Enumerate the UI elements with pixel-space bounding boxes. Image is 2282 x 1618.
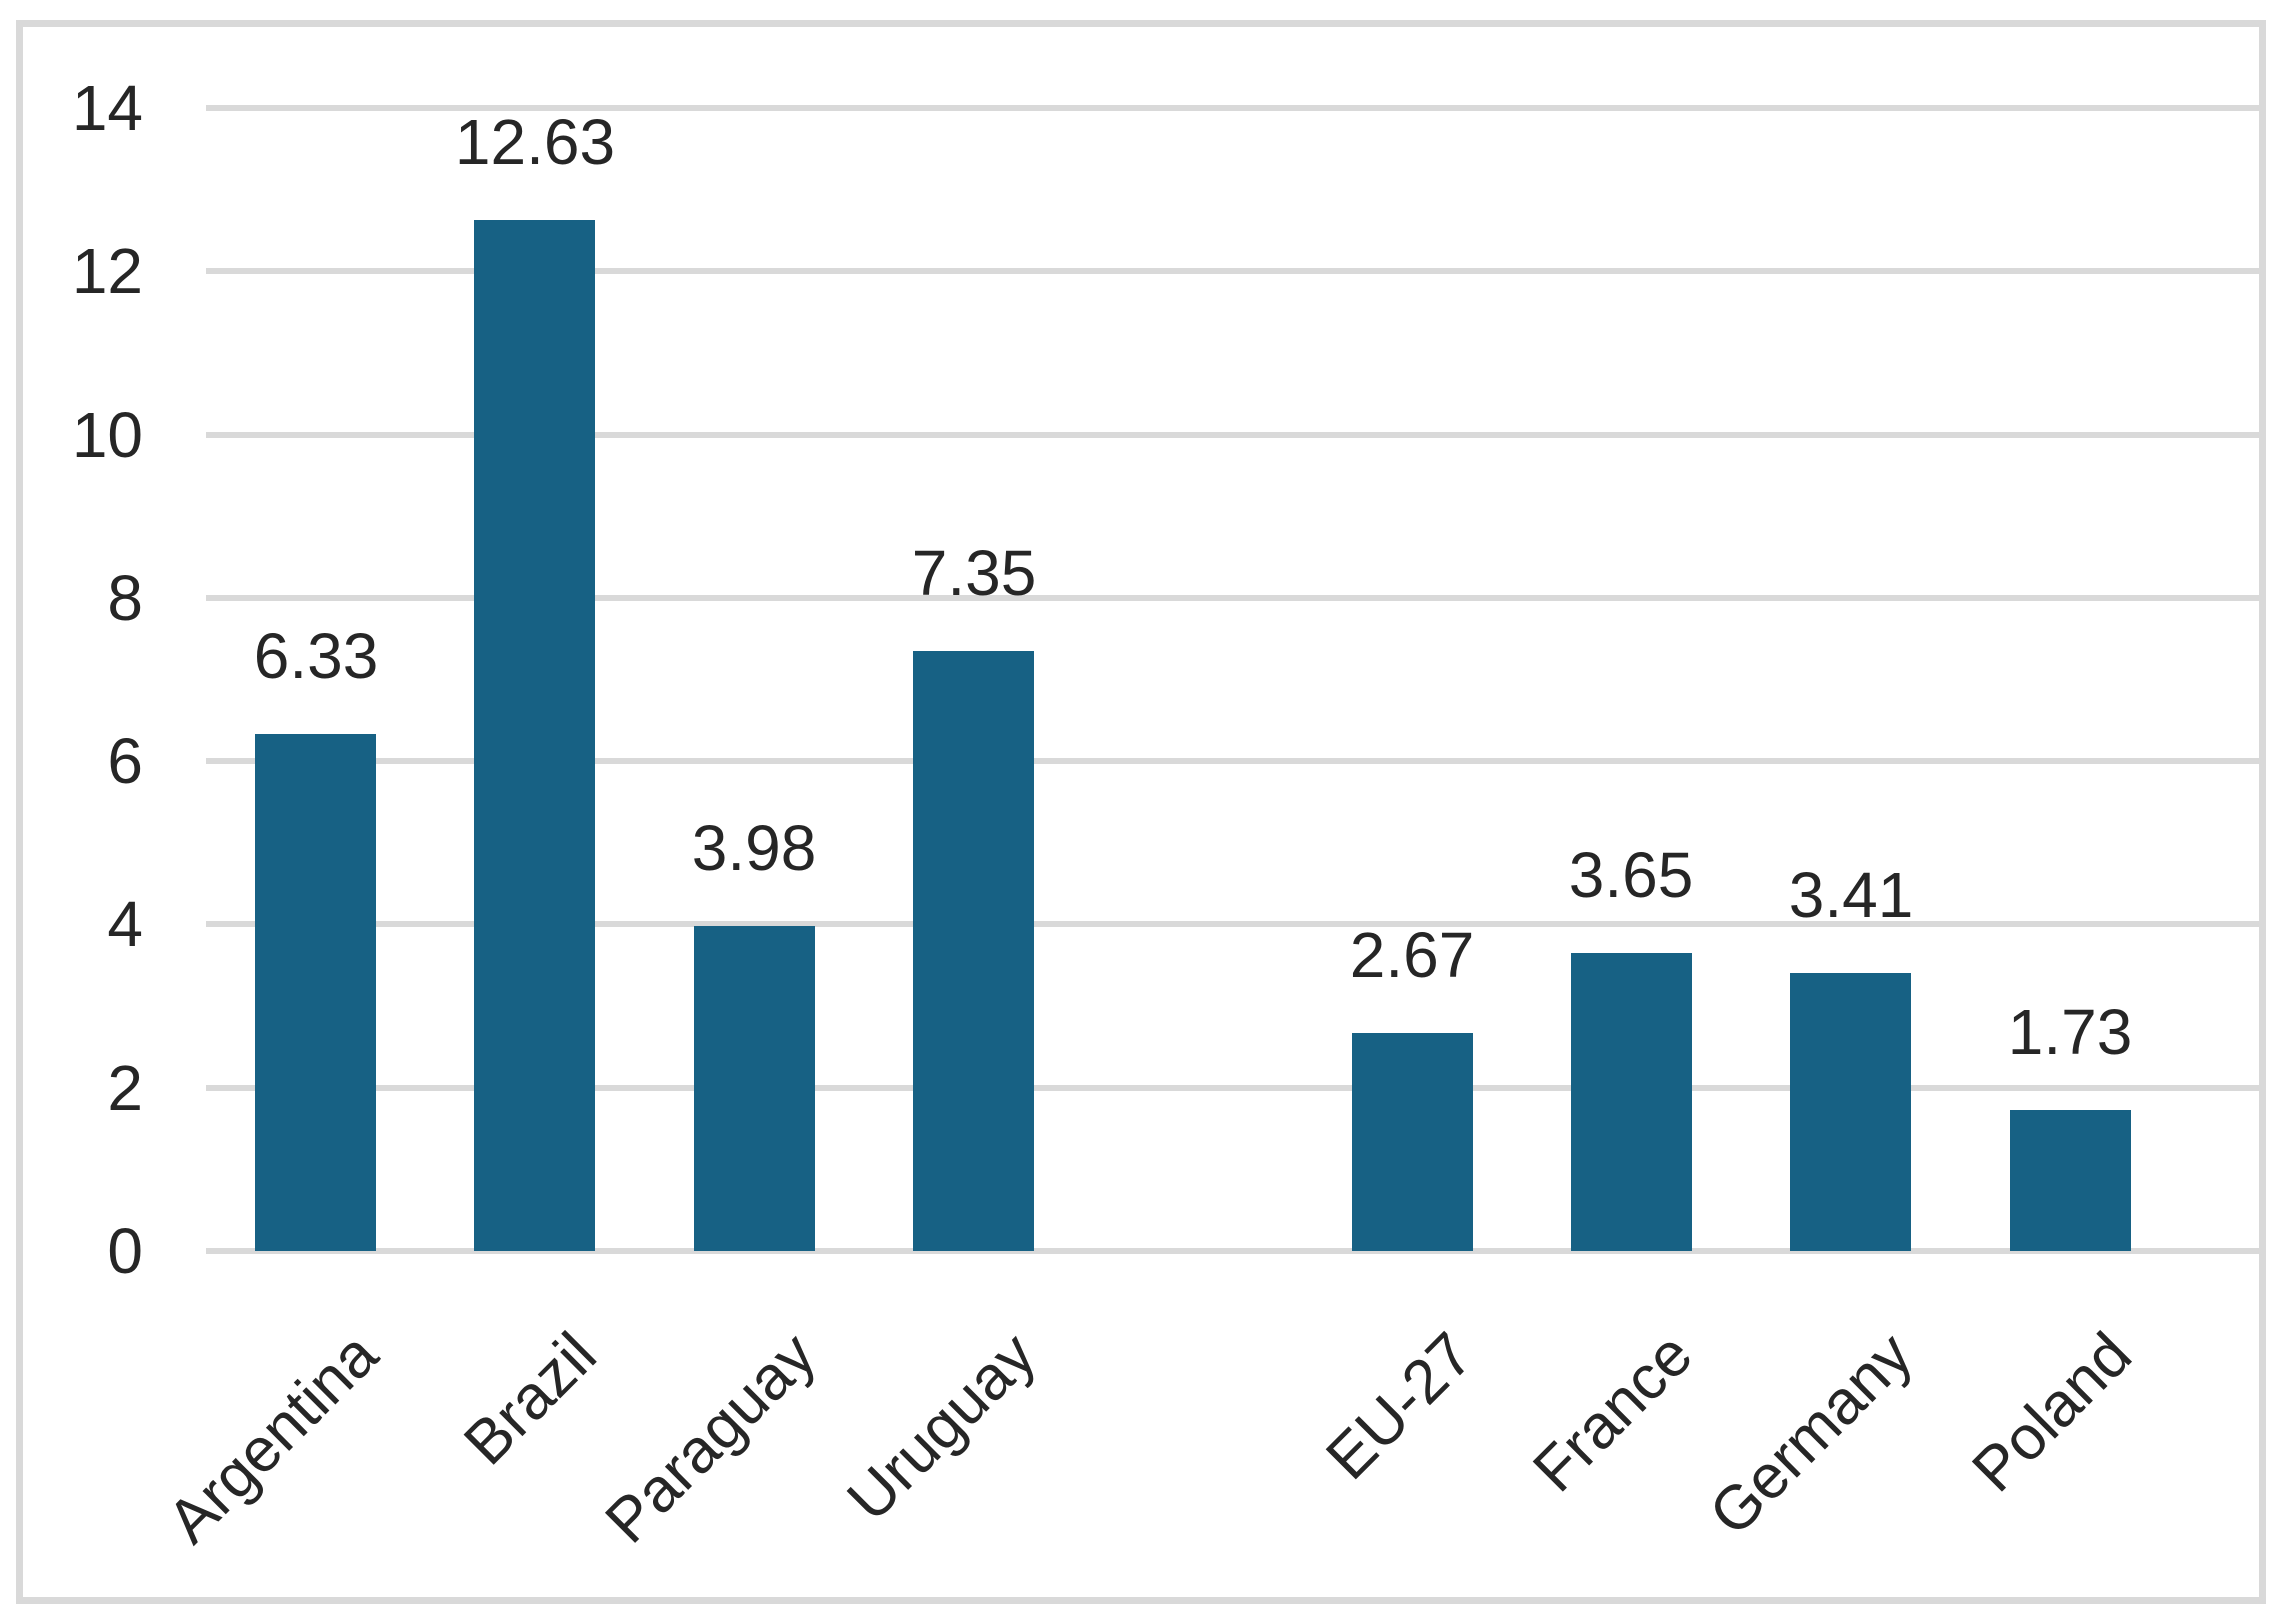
bar — [255, 734, 376, 1251]
chart-frame: 0 2 4 6 8 10 12 14 6.33 Argentina 12.63 Brazil 3.98 P… — [16, 20, 2266, 1604]
x-category-label: Argentina — [154, 1319, 391, 1557]
bar — [1571, 953, 1692, 1251]
bar — [694, 926, 815, 1251]
x-category-label: EU-27 — [1313, 1319, 1487, 1493]
bar-value-label: 12.63 — [454, 106, 616, 178]
gridline — [206, 1085, 2259, 1091]
bar-value-label: 7.35 — [911, 537, 1037, 609]
x-category-label: France — [1520, 1319, 1706, 1506]
x-category-label: Germany — [1696, 1319, 1926, 1549]
y-tick-label: 8 — [107, 562, 143, 634]
y-tick-label: 2 — [107, 1052, 143, 1124]
bar — [2010, 1110, 2131, 1251]
bar-value-label: 3.65 — [1568, 839, 1694, 911]
gridline — [206, 105, 2259, 111]
gridline — [206, 595, 2259, 601]
bar-value-label: 2.67 — [1349, 919, 1475, 991]
y-tick-label: 6 — [107, 725, 143, 797]
y-tick-label: 4 — [107, 888, 143, 960]
x-category-label: Paraguay — [592, 1319, 829, 1557]
gridline — [206, 1248, 2259, 1254]
y-tick-label: 12 — [71, 235, 143, 307]
gridline — [206, 758, 2259, 764]
gridline — [206, 432, 2259, 438]
x-category-label: Uruguay — [834, 1319, 1049, 1535]
x-category-label: Brazil — [451, 1319, 610, 1479]
bar-value-label: 3.98 — [691, 812, 817, 884]
bar — [1352, 1033, 1473, 1251]
gridline — [206, 268, 2259, 274]
bar-value-label: 1.73 — [2007, 996, 2133, 1068]
bar — [474, 220, 595, 1251]
x-category-label: Poland — [1959, 1319, 2145, 1506]
y-tick-label: 10 — [71, 399, 143, 471]
bar-value-label: 3.41 — [1788, 859, 1914, 931]
gridline — [206, 921, 2259, 927]
bar — [1790, 973, 1911, 1251]
bar — [913, 651, 1034, 1251]
bar-value-label: 6.33 — [253, 620, 379, 692]
y-tick-label: 14 — [71, 72, 143, 144]
y-tick-label: 0 — [107, 1215, 143, 1287]
